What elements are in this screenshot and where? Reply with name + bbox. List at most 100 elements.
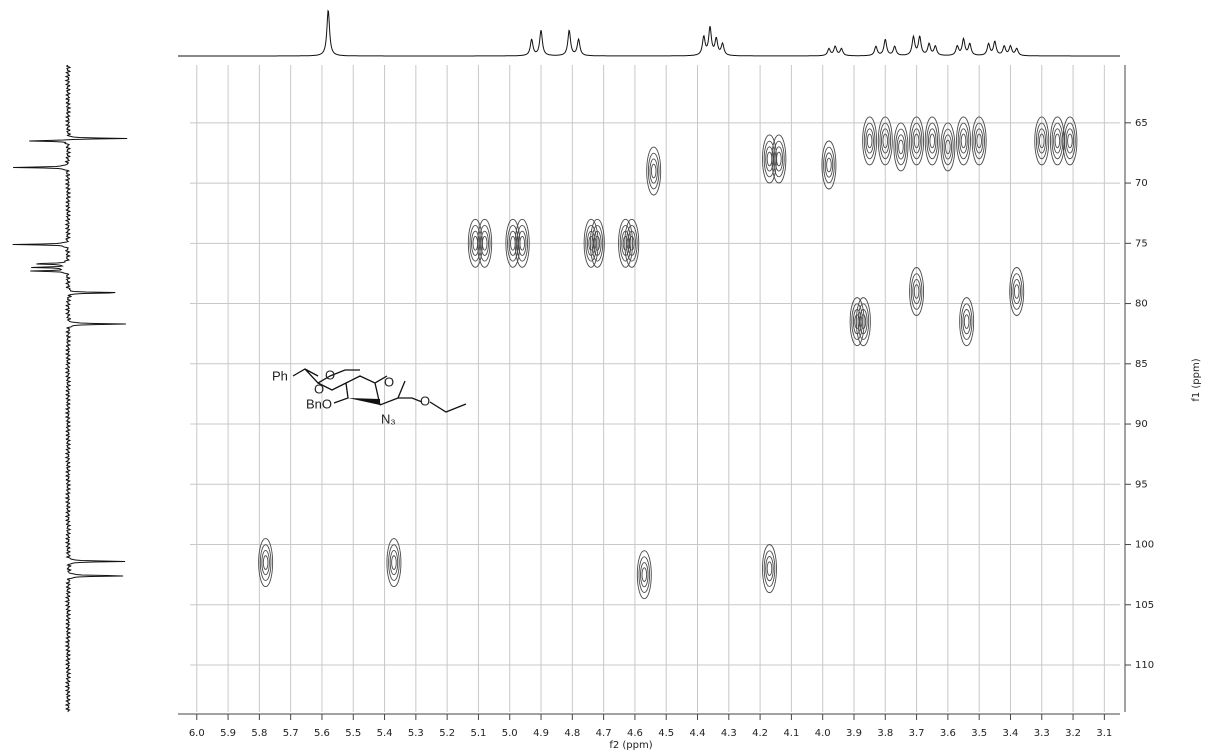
contour: [763, 550, 776, 587]
x-tick-label: 4.4: [690, 728, 706, 739]
x-tick-label: 5.8: [251, 728, 267, 739]
cross-peak: [624, 218, 640, 268]
contour: [640, 562, 649, 588]
contour: [591, 225, 604, 262]
contour: [774, 146, 784, 172]
contour: [849, 297, 865, 347]
contour: [963, 314, 970, 329]
contour: [388, 544, 400, 581]
contour: [386, 538, 402, 588]
contour: [624, 218, 640, 268]
x-tick-label: 4.5: [658, 728, 674, 739]
contour: [821, 140, 837, 190]
contour: [912, 278, 921, 305]
structure-label: O: [384, 374, 394, 389]
contour: [928, 128, 937, 154]
contour: [518, 230, 527, 256]
contour: [391, 555, 397, 570]
contour: [973, 122, 985, 160]
cross-peak: [959, 297, 975, 347]
contour: [854, 314, 860, 329]
contour: [863, 122, 876, 160]
contour: [962, 309, 971, 335]
structure-label: BnO: [306, 396, 332, 411]
contour: [1067, 133, 1073, 149]
contour: [480, 230, 489, 256]
x-tick-label: 5.3: [408, 728, 424, 739]
y-tick-label: 65: [1135, 118, 1148, 129]
contour: [1065, 128, 1075, 154]
contour: [627, 230, 636, 256]
x-tick-label: 5.6: [314, 728, 330, 739]
cross-peaks: [258, 116, 1078, 600]
x-tick-label: 4.0: [815, 728, 831, 739]
contour: [960, 303, 973, 340]
contour: [1009, 267, 1025, 316]
x-tick-label: 5.2: [439, 728, 455, 739]
contour: [910, 273, 923, 310]
x-tick-label: 4.6: [627, 728, 643, 739]
y-tick-label: 80: [1135, 299, 1148, 310]
contour: [945, 139, 951, 155]
proton-projection: [178, 9, 1120, 57]
contour: [860, 314, 867, 329]
x-tick-label: 4.9: [533, 728, 549, 739]
x-tick-label: 5.9: [220, 728, 236, 739]
contour: [593, 230, 602, 256]
contour: [646, 146, 662, 196]
cross-peak: [1049, 116, 1065, 166]
contour: [855, 297, 871, 347]
contour: [1064, 122, 1076, 160]
contour: [924, 116, 940, 166]
x-tick-label: 4.1: [783, 728, 799, 739]
x-tick-label: 3.7: [909, 728, 925, 739]
cross-peak: [855, 297, 871, 347]
contour: [909, 267, 925, 316]
contour: [940, 122, 956, 172]
contour: [261, 550, 270, 576]
x-tick-label: 3.4: [1003, 728, 1019, 739]
contour: [1010, 273, 1023, 310]
contour: [879, 122, 892, 160]
contour: [638, 556, 651, 593]
cross-peak: [877, 116, 893, 166]
contour: [514, 218, 530, 268]
contour: [1012, 278, 1021, 305]
contour: [896, 134, 906, 160]
y-tick-label: 100: [1135, 540, 1154, 551]
cross-peak: [821, 140, 837, 190]
contour: [771, 134, 787, 184]
contour: [649, 158, 658, 184]
contour: [766, 151, 773, 167]
contour: [629, 236, 635, 251]
contour: [910, 122, 923, 160]
contour: [823, 146, 835, 184]
contour: [478, 225, 491, 262]
wedge-bond: [348, 398, 380, 405]
contour: [956, 116, 971, 166]
contour: [959, 297, 975, 347]
structure-label: Ph: [272, 368, 288, 383]
x-tick-label: 3.2: [1065, 728, 1081, 739]
cross-peak: [762, 544, 777, 594]
y-tick-label: 105: [1135, 600, 1154, 611]
contour: [929, 133, 935, 149]
contour: [619, 225, 632, 262]
structure-label: N₃: [381, 411, 396, 426]
contour: [636, 550, 652, 600]
cross-peak: [514, 218, 530, 268]
x-tick-label: 3.3: [1034, 728, 1050, 739]
x-tick-label: 3.1: [1096, 728, 1112, 739]
cross-peak: [636, 550, 652, 600]
cross-peak: [940, 122, 956, 172]
cross-peak: [893, 122, 909, 172]
contour: [893, 122, 909, 172]
x-axis-label: f2 (ppm): [609, 740, 652, 751]
x-tick-label: 4.2: [752, 728, 768, 739]
contour: [259, 544, 272, 581]
contour: [585, 225, 597, 262]
cross-peak: [956, 116, 971, 166]
contour: [762, 544, 777, 594]
contour: [960, 133, 967, 149]
